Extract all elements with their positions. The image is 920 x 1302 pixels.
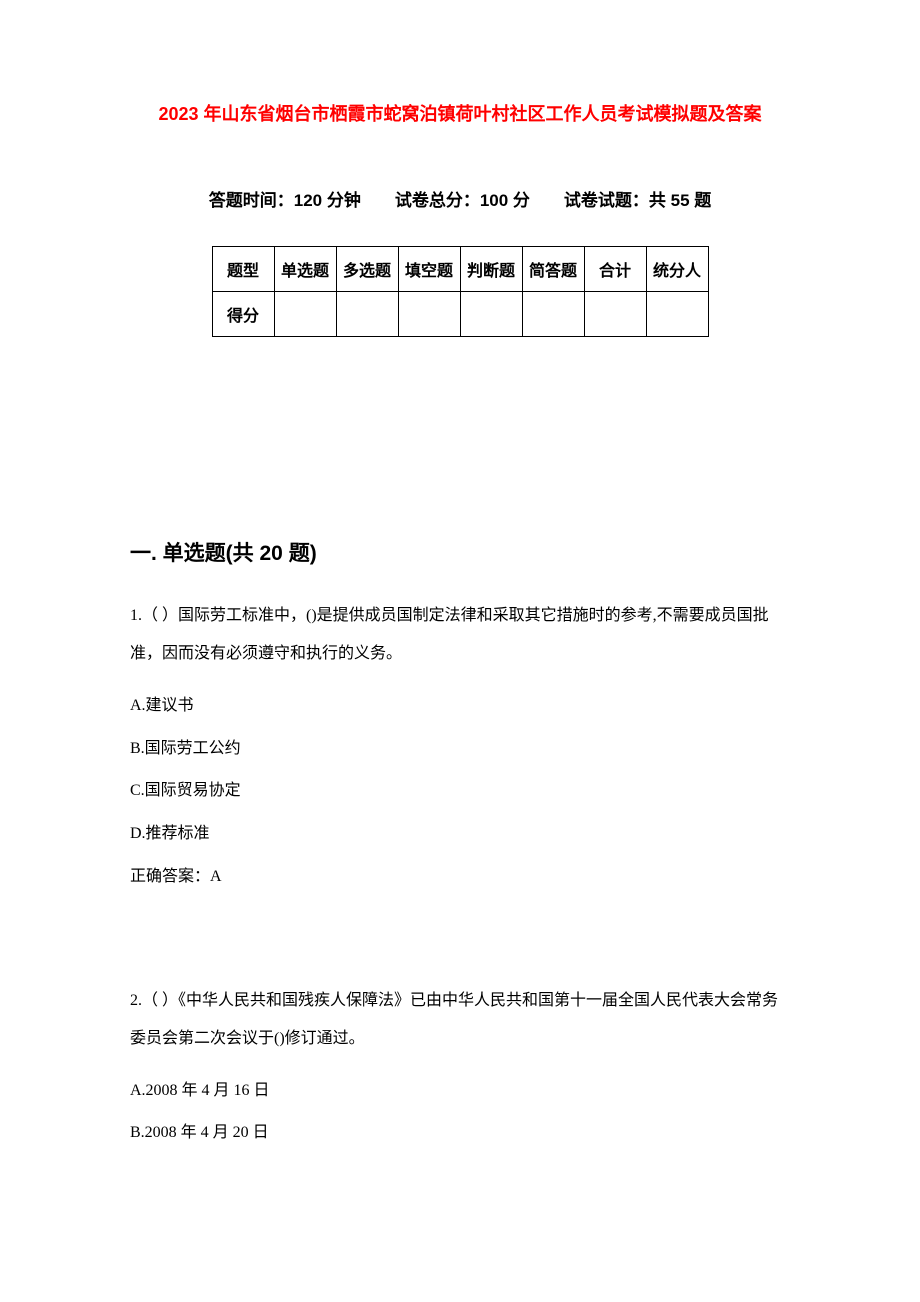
score-table: 题型 单选题 多选题 填空题 判断题 简答题 合计 统分人 得分 (212, 246, 709, 337)
table-cell (522, 292, 584, 337)
table-cell (336, 292, 398, 337)
table-cell: 合计 (584, 247, 646, 292)
table-cell: 填空题 (398, 247, 460, 292)
table-cell: 题型 (212, 247, 274, 292)
option-a: A.建议书 (130, 692, 790, 721)
document-title: 2023 年山东省烟台市栖霞市蛇窝泊镇荷叶村社区工作人员考试模拟题及答案 (130, 100, 790, 126)
table-cell: 判断题 (460, 247, 522, 292)
option-c: C.国际贸易协定 (130, 777, 790, 806)
table-cell (646, 292, 708, 337)
table-cell (398, 292, 460, 337)
table-cell: 多选题 (336, 247, 398, 292)
table-score-row: 得分 (212, 292, 708, 337)
exam-info-line: 答题时间：120 分钟 试卷总分：100 分 试卷试题：共 55 题 (130, 186, 790, 211)
table-cell: 简答题 (522, 247, 584, 292)
correct-answer: 正确答案：A (130, 863, 790, 892)
table-header-row: 题型 单选题 多选题 填空题 判断题 简答题 合计 统分人 (212, 247, 708, 292)
table-cell (274, 292, 336, 337)
option-b: B.国际劳工公约 (130, 735, 790, 764)
table-cell: 得分 (212, 292, 274, 337)
question-text: 2.（ ）《中华人民共和国残疾人保障法》已由中华人民共和国第十一届全国人民代表大… (130, 982, 790, 1059)
table-cell (584, 292, 646, 337)
table-cell: 单选题 (274, 247, 336, 292)
option-d: D.推荐标准 (130, 820, 790, 849)
option-a: A.2008 年 4 月 16 日 (130, 1077, 790, 1106)
section-heading: 一. 单选题(共 20 题) (130, 537, 790, 567)
question-text: 1.（ ）国际劳工标准中，()是提供成员国制定法律和采取其它措施时的参考,不需要… (130, 597, 790, 674)
table-cell (460, 292, 522, 337)
option-b: B.2008 年 4 月 20 日 (130, 1119, 790, 1148)
table-cell: 统分人 (646, 247, 708, 292)
